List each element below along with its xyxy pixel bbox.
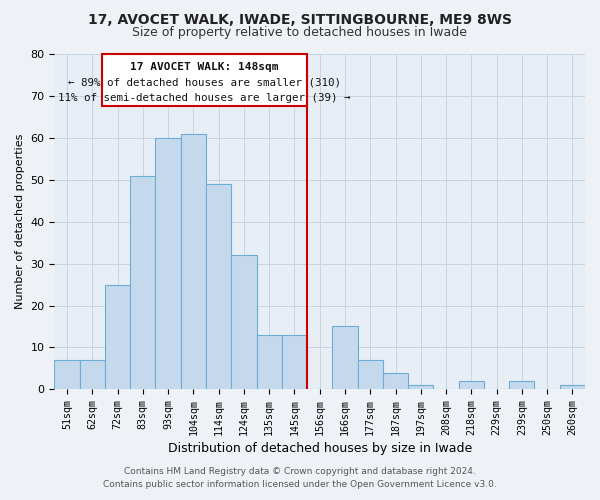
Bar — [155, 138, 181, 390]
Bar — [282, 335, 307, 390]
Bar — [358, 360, 383, 390]
X-axis label: Distribution of detached houses by size in Iwade: Distribution of detached houses by size … — [167, 442, 472, 455]
Bar — [105, 284, 130, 390]
Bar — [55, 360, 80, 390]
Bar — [458, 381, 484, 390]
Bar — [332, 326, 358, 390]
Text: Size of property relative to detached houses in Iwade: Size of property relative to detached ho… — [133, 26, 467, 39]
Bar — [206, 184, 231, 390]
Bar — [408, 385, 433, 390]
Bar — [130, 176, 155, 390]
Text: Contains HM Land Registry data © Crown copyright and database right 2024.
Contai: Contains HM Land Registry data © Crown c… — [103, 467, 497, 489]
Text: ← 89% of detached houses are smaller (310): ← 89% of detached houses are smaller (31… — [68, 77, 341, 87]
Text: 17, AVOCET WALK, IWADE, SITTINGBOURNE, ME9 8WS: 17, AVOCET WALK, IWADE, SITTINGBOURNE, M… — [88, 12, 512, 26]
Bar — [80, 360, 105, 390]
Bar — [383, 372, 408, 390]
Text: 11% of semi-detached houses are larger (39) →: 11% of semi-detached houses are larger (… — [58, 92, 351, 102]
Bar — [257, 335, 282, 390]
Bar — [509, 381, 535, 390]
Text: 17 AVOCET WALK: 148sqm: 17 AVOCET WALK: 148sqm — [130, 62, 279, 72]
Bar — [560, 385, 585, 390]
Bar — [181, 134, 206, 390]
Y-axis label: Number of detached properties: Number of detached properties — [15, 134, 25, 310]
Bar — [231, 255, 257, 390]
FancyBboxPatch shape — [103, 54, 307, 106]
